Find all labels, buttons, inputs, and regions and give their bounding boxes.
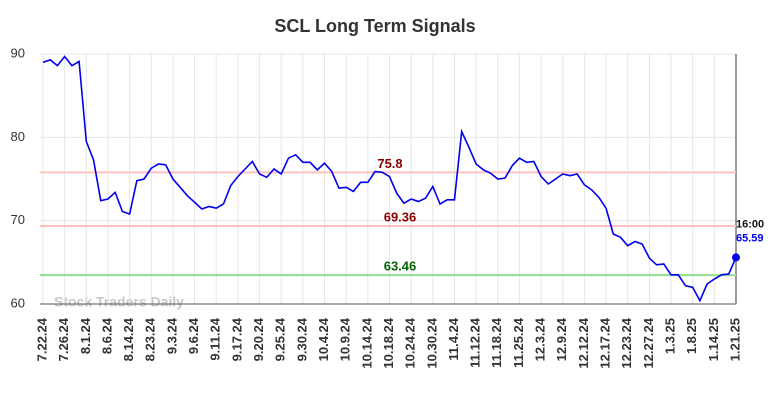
x-tick-label: 7.22.24 xyxy=(34,317,49,361)
x-tick-label: 11.4.24 xyxy=(446,317,461,360)
x-tick-label: 8.23.24 xyxy=(143,317,158,361)
x-tick-label: 11.12.24 xyxy=(468,317,483,368)
y-tick-label: 70 xyxy=(11,212,25,227)
x-tick-label: 12.17.24 xyxy=(598,317,613,368)
x-tick-label: 8.1.24 xyxy=(78,317,93,354)
x-tick-label: 10.30.24 xyxy=(424,317,439,368)
x-tick-label: 12.27.24 xyxy=(641,317,656,368)
x-tick-label: 12.9.24 xyxy=(554,317,569,361)
x-tick-label: 9.6.24 xyxy=(186,317,201,354)
watermark: Stock Traders Daily xyxy=(54,294,184,310)
x-tick-label: 1.3.25 xyxy=(662,318,677,354)
last-point xyxy=(732,253,740,262)
x-tick-label: 9.30.24 xyxy=(294,317,309,361)
y-tick-label: 60 xyxy=(11,295,25,310)
x-tick-label: 10.14.24 xyxy=(359,317,374,368)
x-tick-label: 9.11.24 xyxy=(208,317,223,360)
x-tick-label: 9.3.24 xyxy=(164,317,179,354)
x-tick-label: 8.6.24 xyxy=(99,317,114,354)
chart-title: SCL Long Term Signals xyxy=(274,16,475,36)
x-tick-label: 10.4.24 xyxy=(316,317,331,361)
x-tick-label: 10.9.24 xyxy=(338,317,353,361)
reference-label: 63.46 xyxy=(384,259,417,274)
x-tick-label: 10.18.24 xyxy=(381,317,396,368)
x-tick-label: 8.14.24 xyxy=(121,317,136,361)
y-tick-label: 90 xyxy=(11,45,25,60)
x-tick-label: 12.23.24 xyxy=(619,317,634,368)
x-tick-label: 12.12.24 xyxy=(576,317,591,368)
x-tick-label: 12.3.24 xyxy=(533,317,548,361)
x-tick-label: 11.18.24 xyxy=(489,317,504,368)
last-time-label: 16:00 xyxy=(736,218,764,230)
x-tick-label: 1.21.25 xyxy=(727,318,742,361)
x-tick-label: 9.17.24 xyxy=(229,317,244,361)
x-tick-label: 10.24.24 xyxy=(403,317,418,368)
x-tick-label: 9.25.24 xyxy=(273,317,288,361)
x-tick-label: 7.26.24 xyxy=(56,317,71,361)
y-tick-label: 80 xyxy=(11,129,25,144)
x-tick-label: 9.20.24 xyxy=(251,317,266,361)
x-tick-label: 1.14.25 xyxy=(706,318,721,361)
last-value-label: 65.59 xyxy=(736,232,764,244)
x-tick-label: 1.8.25 xyxy=(684,318,699,354)
reference-label: 69.36 xyxy=(384,209,417,224)
x-tick-label: 11.25.24 xyxy=(511,317,526,368)
reference-label: 75.8 xyxy=(377,156,402,171)
data-line xyxy=(42,55,737,303)
